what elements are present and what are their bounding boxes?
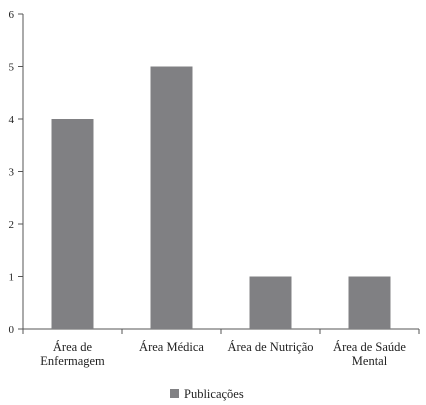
y-axis: 0 1 2 3 4 5 6 bbox=[9, 9, 24, 336]
y-tick-label: 1 bbox=[9, 272, 15, 284]
bar bbox=[348, 276, 391, 329]
y-tick-label: 2 bbox=[9, 219, 15, 231]
y-tick-label: 3 bbox=[9, 167, 15, 179]
legend-label: Publicações bbox=[184, 387, 244, 401]
y-tick-label: 0 bbox=[9, 324, 15, 336]
bar bbox=[51, 119, 94, 329]
bars bbox=[51, 66, 391, 329]
x-tick-label: Área de Nutrição bbox=[227, 340, 313, 354]
bar bbox=[150, 66, 193, 329]
x-tick-labels: Área de Enfermagem Área Médica Área de Nutr… bbox=[40, 340, 406, 368]
legend: Publicações bbox=[170, 387, 244, 401]
y-tick-label: 5 bbox=[9, 62, 15, 74]
bar bbox=[249, 276, 292, 329]
y-tick-label: 6 bbox=[9, 9, 15, 21]
x-tick-label: Área de Enfermagem bbox=[40, 340, 105, 368]
x-axis bbox=[22, 328, 420, 334]
x-tick-label: Área Médica bbox=[139, 340, 204, 354]
legend-swatch bbox=[170, 389, 179, 398]
y-tick-label: 4 bbox=[9, 114, 15, 126]
x-tick-label: Área de Saúde Mental bbox=[333, 340, 406, 368]
